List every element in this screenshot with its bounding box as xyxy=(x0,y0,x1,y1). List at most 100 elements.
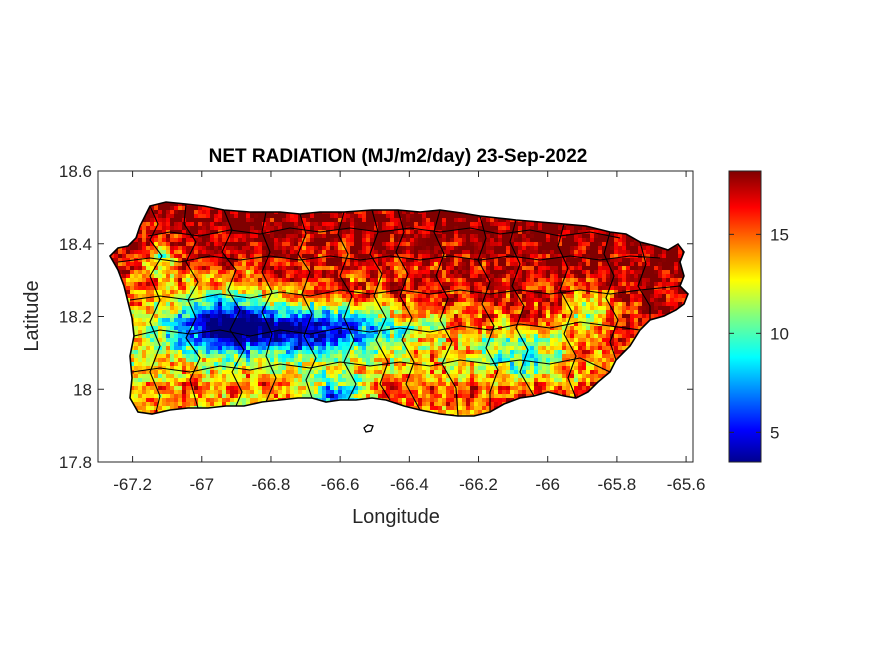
heatmap-cell xyxy=(306,278,311,283)
heatmap-cell xyxy=(410,330,415,335)
heatmap-cell xyxy=(326,266,331,271)
heatmap-cell xyxy=(426,226,431,231)
heatmap-cell xyxy=(278,250,283,255)
heatmap-cell xyxy=(190,282,195,287)
heatmap-cell xyxy=(346,330,351,335)
heatmap-cell xyxy=(642,314,647,319)
heatmap-cell xyxy=(186,206,191,211)
heatmap-cell xyxy=(190,226,195,231)
heatmap-cell xyxy=(422,218,427,223)
heatmap-cell xyxy=(294,322,299,327)
heatmap-cell xyxy=(550,298,555,303)
heatmap-cell xyxy=(146,310,151,315)
heatmap-cell xyxy=(394,242,399,247)
heatmap-cell xyxy=(250,262,255,267)
heatmap-cell xyxy=(370,238,375,243)
heatmap-cell xyxy=(146,290,151,295)
heatmap-cell xyxy=(626,286,631,291)
heatmap-cell xyxy=(486,266,491,271)
heatmap-cell xyxy=(318,262,323,267)
heatmap-cell xyxy=(430,286,435,291)
heatmap-cell xyxy=(318,238,323,243)
heatmap-cell xyxy=(162,238,167,243)
heatmap-cell xyxy=(182,326,187,331)
heatmap-cell xyxy=(254,234,259,239)
heatmap-cell xyxy=(314,246,319,251)
heatmap-cell xyxy=(486,234,491,239)
heatmap-cell xyxy=(330,270,335,275)
heatmap-cell xyxy=(258,238,263,243)
heatmap-cell xyxy=(494,322,499,327)
heatmap-cell xyxy=(322,318,327,323)
heatmap-cell xyxy=(526,278,531,283)
heatmap-cell xyxy=(290,274,295,279)
heatmap-cell xyxy=(650,310,655,315)
heatmap-cell xyxy=(246,238,251,243)
heatmap-cell xyxy=(338,218,343,223)
heatmap-cell xyxy=(182,314,187,319)
heatmap-cell xyxy=(422,274,427,279)
heatmap-cell xyxy=(142,302,147,307)
heatmap-cell xyxy=(178,262,183,267)
heatmap-cell xyxy=(250,234,255,239)
heatmap-cell xyxy=(630,302,635,307)
heatmap-cell xyxy=(374,282,379,287)
heatmap-cell xyxy=(634,306,639,311)
heatmap-cell xyxy=(126,266,131,271)
heatmap-cell xyxy=(582,302,587,307)
heatmap-cell xyxy=(422,246,427,251)
heatmap-cell xyxy=(350,254,355,259)
heatmap-cell xyxy=(142,318,147,323)
heatmap-cell xyxy=(422,238,427,243)
heatmap-cell xyxy=(354,258,359,263)
heatmap-cell xyxy=(330,218,335,223)
heatmap-cell xyxy=(450,278,455,283)
heatmap-cell xyxy=(190,330,195,335)
heatmap-cell xyxy=(406,242,411,247)
heatmap-cell xyxy=(610,266,615,271)
heatmap-cell xyxy=(178,282,183,287)
heatmap-cell xyxy=(650,270,655,275)
heatmap-cell xyxy=(450,258,455,263)
heatmap-cell xyxy=(526,230,531,235)
heatmap-cell xyxy=(174,294,179,299)
heatmap-cell xyxy=(666,306,671,311)
heatmap-cell xyxy=(530,330,535,335)
heatmap-cell xyxy=(258,258,263,263)
heatmap-cell xyxy=(594,286,599,291)
heatmap-cell xyxy=(278,238,283,243)
heatmap-cell xyxy=(482,298,487,303)
heatmap-cell xyxy=(678,274,683,279)
heatmap-cell xyxy=(274,234,279,239)
heatmap-cell xyxy=(162,234,167,239)
heatmap-cell xyxy=(650,266,655,271)
heatmap-cell xyxy=(458,294,463,299)
heatmap-cell xyxy=(126,262,131,267)
heatmap-cell xyxy=(374,218,379,223)
heatmap-cell xyxy=(430,242,435,247)
heatmap-cell xyxy=(550,282,555,287)
heatmap-cell xyxy=(394,306,399,311)
heatmap-cell xyxy=(386,214,391,219)
heatmap-cell xyxy=(534,282,539,287)
heatmap-cell xyxy=(322,282,327,287)
heatmap-cell xyxy=(182,254,187,259)
heatmap-cell xyxy=(162,270,167,275)
heatmap-cell xyxy=(502,230,507,235)
heatmap-cell xyxy=(310,306,315,311)
heatmap-cell xyxy=(578,294,583,299)
heatmap-cell xyxy=(622,246,627,251)
heatmap-cell xyxy=(246,290,251,295)
heatmap-cell xyxy=(354,286,359,291)
heatmap-cell xyxy=(410,218,415,223)
heatmap-cell xyxy=(362,330,367,335)
heatmap-cell xyxy=(414,326,419,331)
heatmap-cell xyxy=(278,274,283,279)
heatmap-cell xyxy=(674,278,679,283)
heatmap-cell xyxy=(334,262,339,267)
heatmap-cell xyxy=(598,250,603,255)
heatmap-cell xyxy=(234,254,239,259)
heatmap-cell xyxy=(518,242,523,247)
heatmap-cell xyxy=(546,314,551,319)
heatmap-cell xyxy=(214,298,219,303)
